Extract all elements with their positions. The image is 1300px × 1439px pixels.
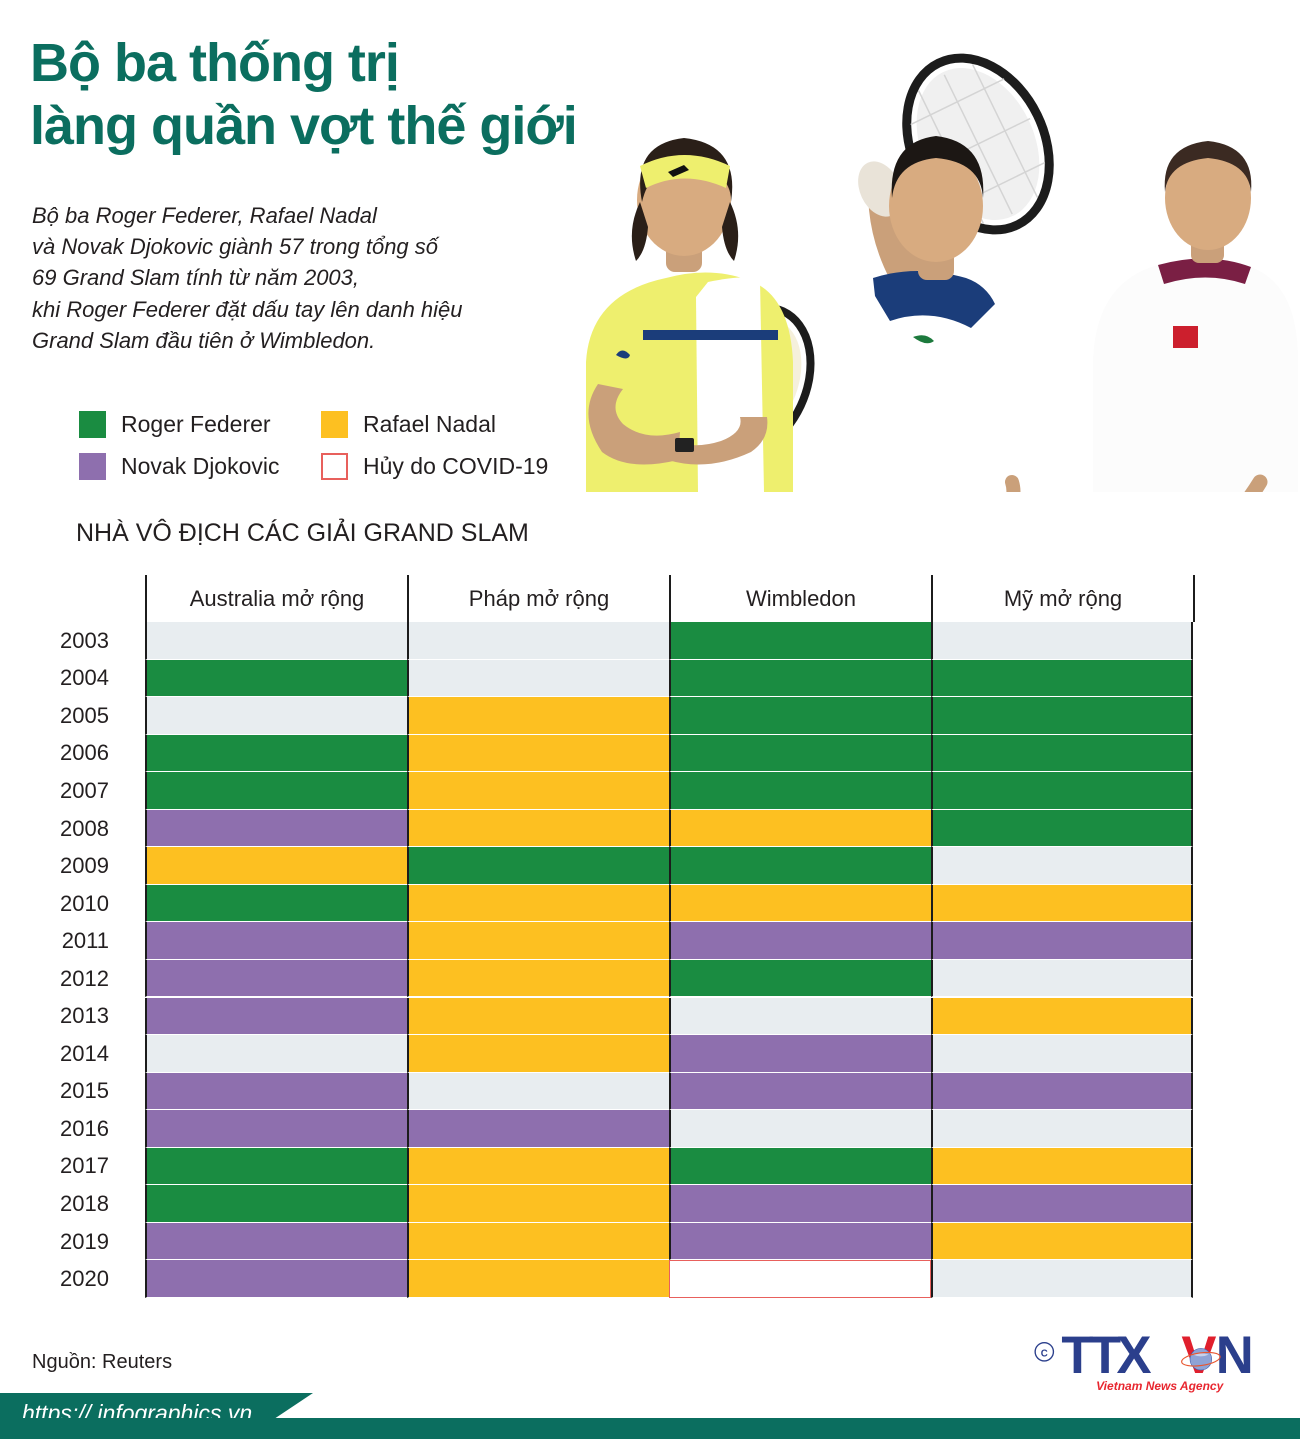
svg-text:TTX: TTX <box>1061 1326 1151 1385</box>
svg-text:N: N <box>1216 1326 1251 1385</box>
svg-text:C: C <box>1041 1348 1048 1359</box>
svg-text:Vietnam News Agency: Vietnam News Agency <box>1096 1379 1224 1393</box>
